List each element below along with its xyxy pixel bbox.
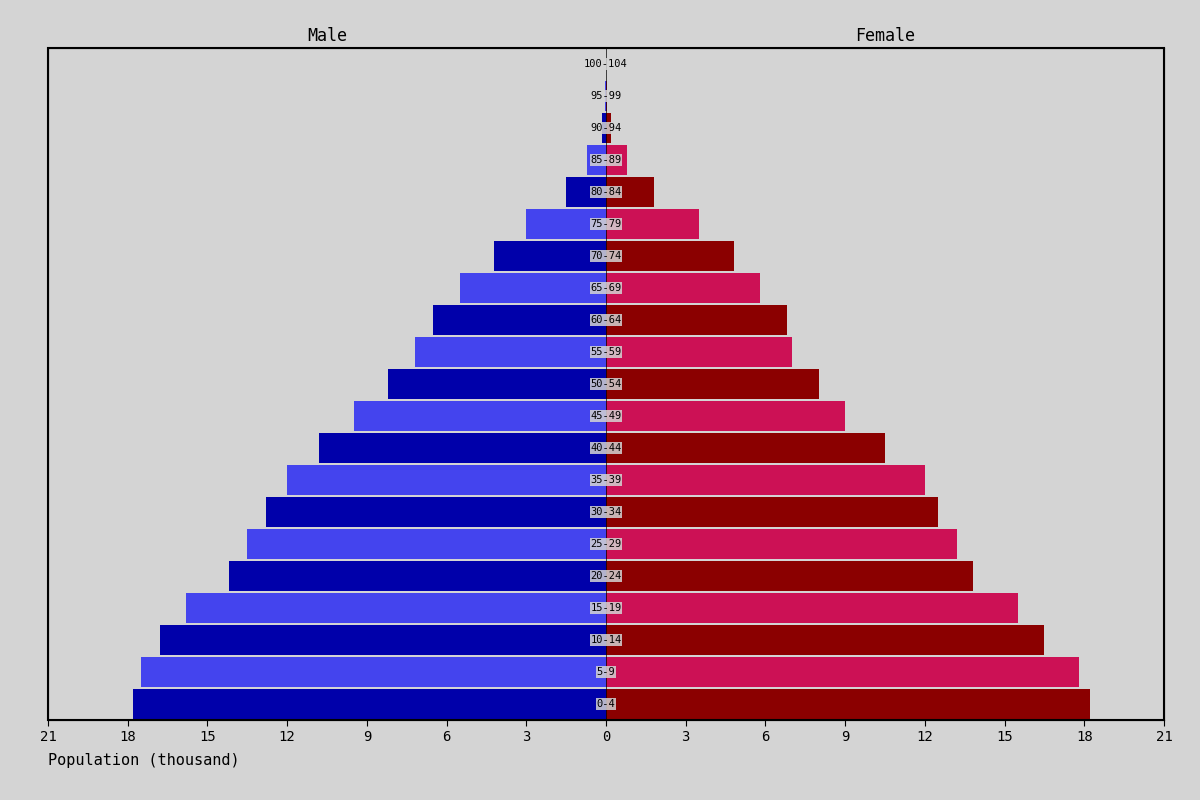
Text: 45-49: 45-49 — [590, 411, 622, 421]
Bar — [142, 658, 606, 686]
Text: 0-4: 0-4 — [596, 699, 616, 709]
Text: Male: Male — [307, 27, 347, 45]
Bar — [606, 338, 792, 366]
Text: 100-104: 100-104 — [584, 59, 628, 69]
Text: 65-69: 65-69 — [590, 283, 622, 293]
Text: 55-59: 55-59 — [590, 347, 622, 357]
Bar — [606, 306, 787, 334]
Bar — [433, 306, 606, 334]
Text: 25-29: 25-29 — [590, 539, 622, 549]
Bar — [229, 562, 606, 590]
Bar — [460, 274, 606, 302]
Bar — [606, 658, 1079, 686]
Text: 85-89: 85-89 — [590, 155, 622, 165]
Bar — [287, 466, 606, 494]
Bar — [247, 530, 606, 558]
Bar — [606, 178, 654, 206]
Bar — [606, 370, 818, 398]
Bar — [266, 498, 606, 526]
Bar — [186, 594, 606, 622]
Bar — [606, 82, 607, 110]
Bar — [606, 114, 611, 142]
Bar — [319, 434, 606, 462]
Bar — [606, 210, 698, 238]
Text: 35-39: 35-39 — [590, 475, 622, 485]
Bar — [566, 178, 606, 206]
Text: 15-19: 15-19 — [590, 603, 622, 613]
Bar — [606, 562, 973, 590]
Bar — [606, 498, 938, 526]
Bar — [606, 146, 628, 174]
Text: 90-94: 90-94 — [590, 123, 622, 133]
Text: Population (thousand): Population (thousand) — [48, 753, 240, 768]
Text: 50-54: 50-54 — [590, 379, 622, 389]
Text: 30-34: 30-34 — [590, 507, 622, 517]
Text: 75-79: 75-79 — [590, 219, 622, 229]
Text: 20-24: 20-24 — [590, 571, 622, 581]
Bar — [133, 690, 606, 718]
Bar — [606, 466, 925, 494]
Bar — [160, 626, 606, 654]
Bar — [606, 690, 1090, 718]
Text: 5-9: 5-9 — [596, 667, 616, 677]
Bar — [606, 402, 845, 430]
Bar — [588, 146, 606, 174]
Bar — [606, 626, 1044, 654]
Bar — [606, 274, 760, 302]
Text: 70-74: 70-74 — [590, 251, 622, 261]
Bar — [527, 210, 606, 238]
Bar — [415, 338, 606, 366]
Bar — [605, 82, 606, 110]
Bar — [602, 114, 606, 142]
Text: 60-64: 60-64 — [590, 315, 622, 325]
Text: 10-14: 10-14 — [590, 635, 622, 645]
Text: 40-44: 40-44 — [590, 443, 622, 453]
Bar — [606, 594, 1018, 622]
Bar — [388, 370, 606, 398]
Text: 95-99: 95-99 — [590, 91, 622, 101]
Bar — [606, 530, 956, 558]
Bar — [606, 242, 733, 270]
Bar — [354, 402, 606, 430]
Bar — [494, 242, 606, 270]
Text: 80-84: 80-84 — [590, 187, 622, 197]
Bar — [606, 434, 886, 462]
Text: Female: Female — [854, 27, 916, 45]
